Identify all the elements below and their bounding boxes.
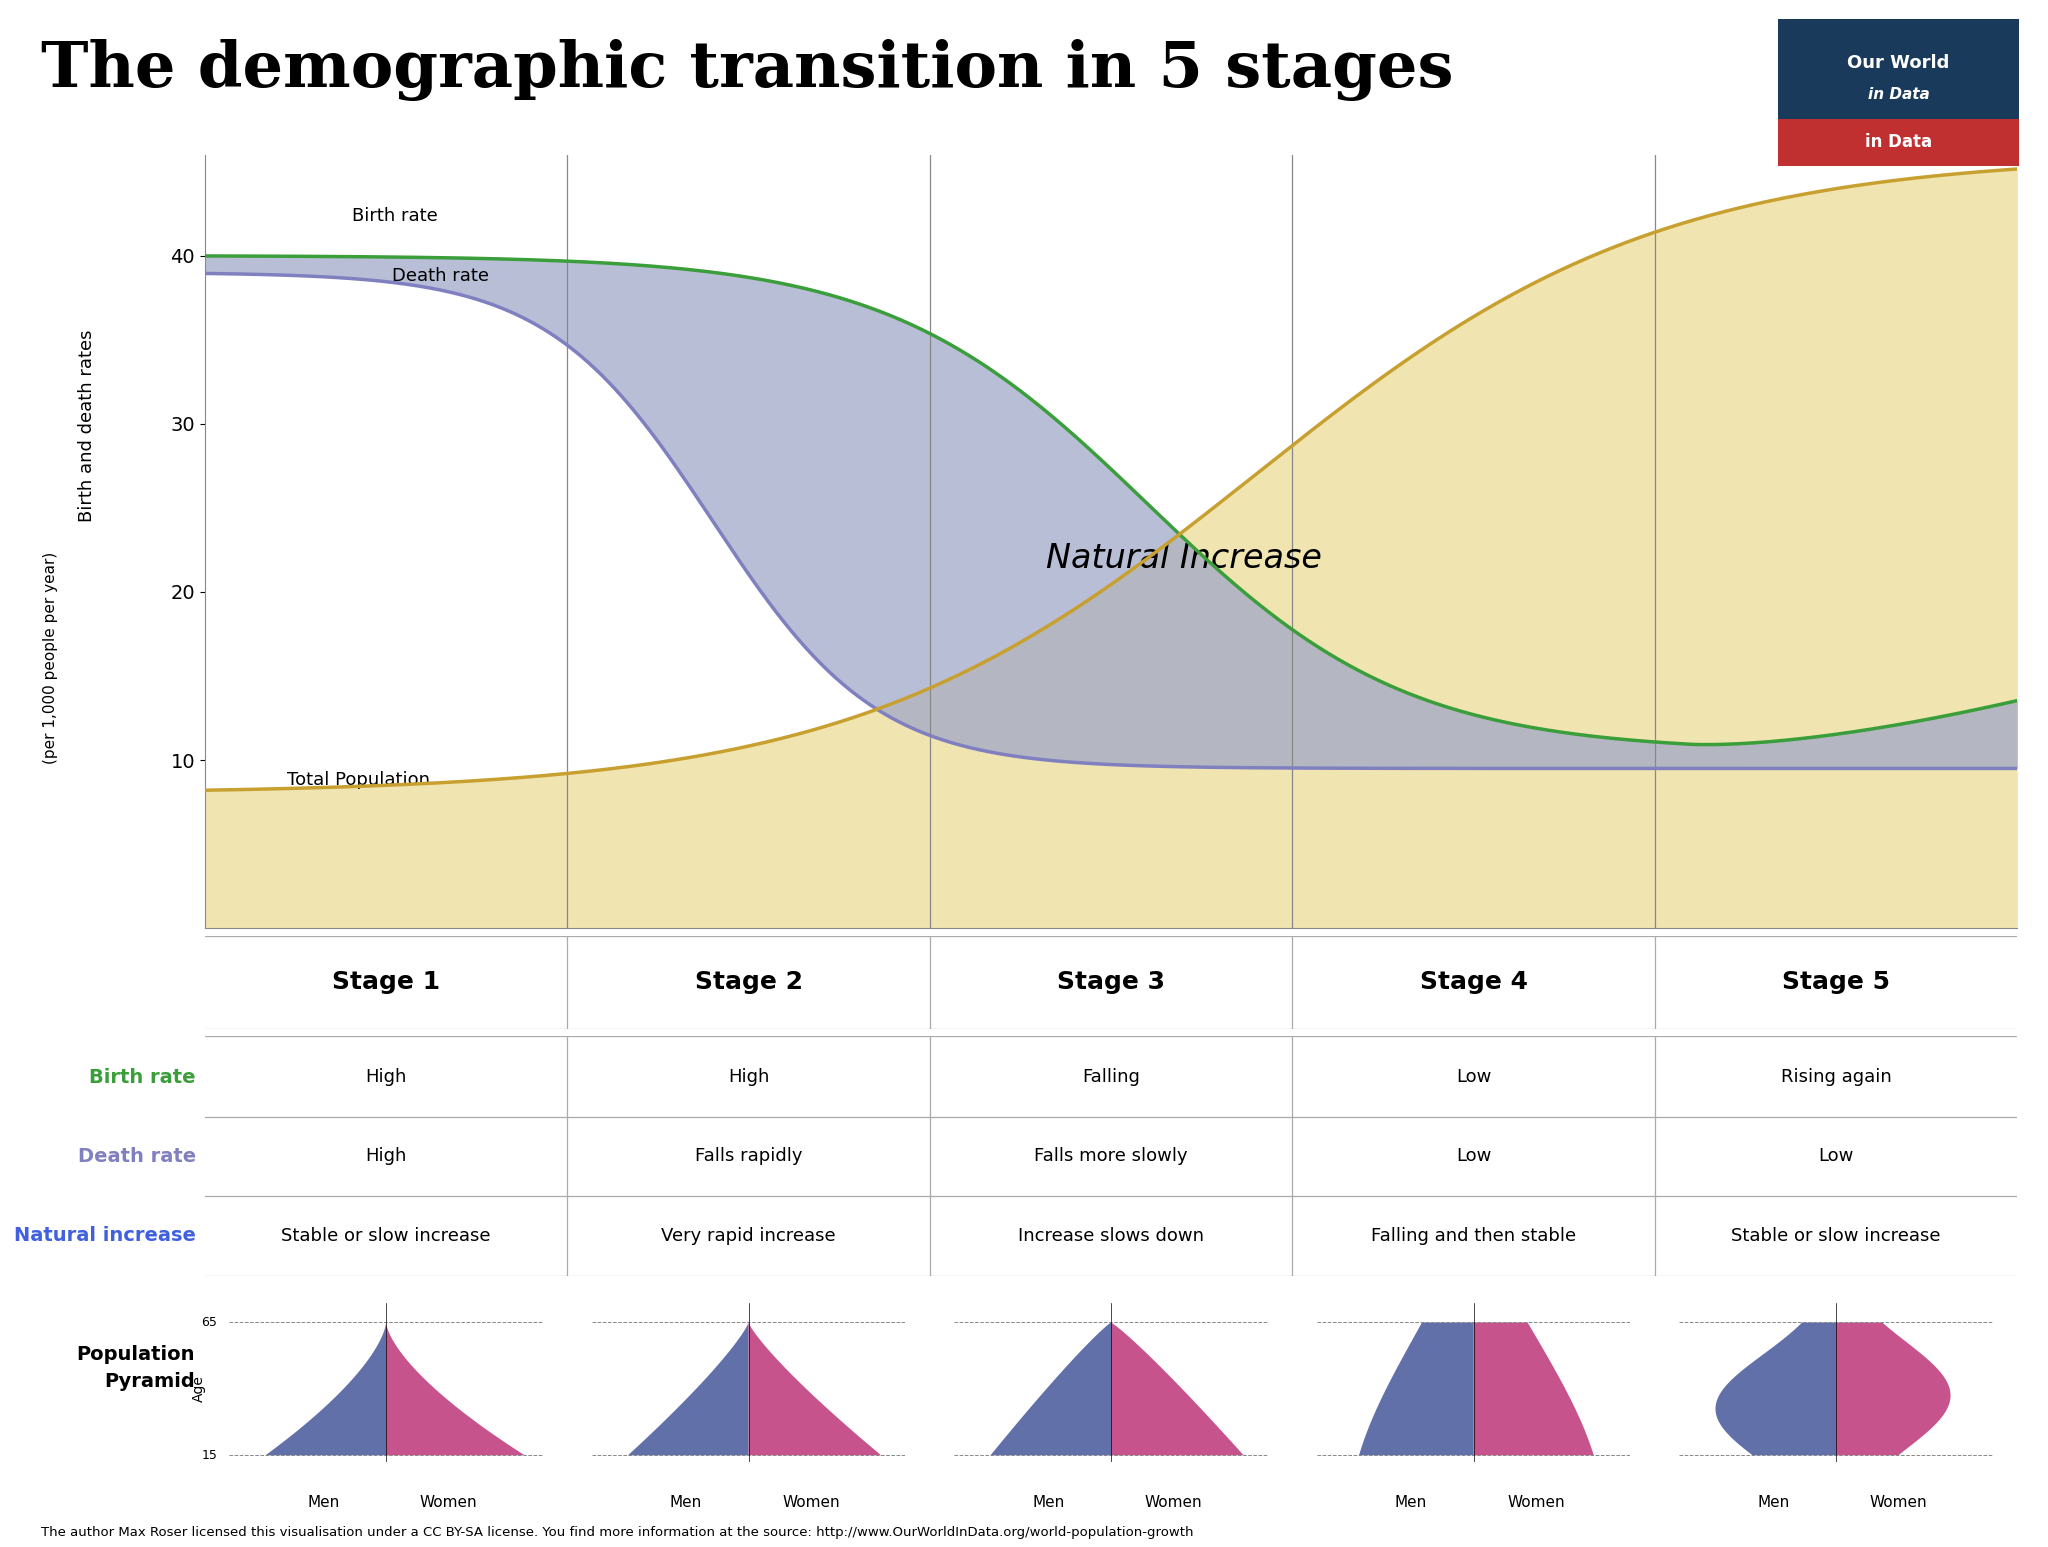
Polygon shape: [629, 1323, 750, 1456]
Polygon shape: [1716, 1323, 1835, 1456]
Text: Stage 5: Stage 5: [1782, 970, 1890, 995]
Text: Stable or slow increase: Stable or slow increase: [281, 1227, 492, 1244]
Text: Very rapid increase: Very rapid increase: [662, 1227, 836, 1244]
Text: Low: Low: [1456, 1069, 1491, 1086]
Text: High: High: [365, 1148, 408, 1165]
Text: Stage 4: Stage 4: [1419, 970, 1528, 995]
Text: in Data: in Data: [1866, 133, 1931, 152]
Text: Low: Low: [1456, 1148, 1491, 1165]
Text: Women: Women: [420, 1494, 477, 1510]
Bar: [1778, 19, 2019, 119]
Polygon shape: [750, 1323, 881, 1456]
Polygon shape: [266, 1323, 385, 1456]
Bar: [1778, 119, 2019, 166]
Text: Men: Men: [1032, 1494, 1065, 1510]
Polygon shape: [1360, 1323, 1473, 1456]
Text: Falling: Falling: [1081, 1069, 1141, 1086]
Polygon shape: [1835, 1323, 1950, 1456]
Text: Our World: Our World: [1847, 54, 1950, 71]
Text: Population
Pyramid: Population Pyramid: [76, 1346, 195, 1391]
Text: Stage 2: Stage 2: [694, 970, 803, 995]
Text: Women: Women: [1145, 1494, 1202, 1510]
Text: Increase slows down: Increase slows down: [1018, 1227, 1204, 1244]
Text: Total Population: Total Population: [287, 772, 430, 789]
Text: Men: Men: [307, 1494, 340, 1510]
Text: The author Max Roser licensed this visualisation under a CC BY-SA license. You f: The author Max Roser licensed this visua…: [41, 1527, 1194, 1539]
Text: Stage 3: Stage 3: [1057, 970, 1165, 995]
Text: 65: 65: [201, 1316, 217, 1329]
Text: Women: Women: [1870, 1494, 1927, 1510]
Text: Death rate: Death rate: [391, 268, 489, 285]
Text: in Data: in Data: [1868, 88, 1929, 102]
Text: 15: 15: [201, 1450, 217, 1462]
Text: Age: Age: [193, 1375, 207, 1402]
Text: High: High: [365, 1069, 408, 1086]
Text: Falls more slowly: Falls more slowly: [1034, 1148, 1188, 1165]
Text: Natural increase: Natural increase: [14, 1227, 197, 1245]
Polygon shape: [991, 1323, 1110, 1456]
Text: Men: Men: [670, 1494, 702, 1510]
Text: Birth rate: Birth rate: [352, 207, 438, 226]
Text: Birth rate: Birth rate: [90, 1067, 197, 1086]
Text: Rising again: Rising again: [1780, 1069, 1892, 1086]
Text: Stable or slow increase: Stable or slow increase: [1731, 1227, 1942, 1244]
Text: Death rate: Death rate: [78, 1146, 197, 1166]
Text: High: High: [727, 1069, 770, 1086]
Polygon shape: [385, 1323, 524, 1456]
Text: Men: Men: [1395, 1494, 1427, 1510]
Text: Birth and death rates: Birth and death rates: [78, 330, 96, 521]
Text: Falls rapidly: Falls rapidly: [694, 1148, 803, 1165]
Text: Women: Women: [782, 1494, 840, 1510]
Text: Low: Low: [1819, 1148, 1853, 1165]
Text: Men: Men: [1757, 1494, 1790, 1510]
Text: Falling and then stable: Falling and then stable: [1370, 1227, 1577, 1244]
Text: Natural Increase: Natural Increase: [1047, 541, 1321, 575]
Polygon shape: [1110, 1323, 1243, 1456]
Polygon shape: [1473, 1323, 1593, 1456]
Text: Women: Women: [1507, 1494, 1565, 1510]
Text: The demographic transition in 5 stages: The demographic transition in 5 stages: [41, 39, 1454, 101]
Text: Stage 1: Stage 1: [332, 970, 440, 995]
Text: (per 1,000 people per year): (per 1,000 people per year): [43, 551, 57, 764]
